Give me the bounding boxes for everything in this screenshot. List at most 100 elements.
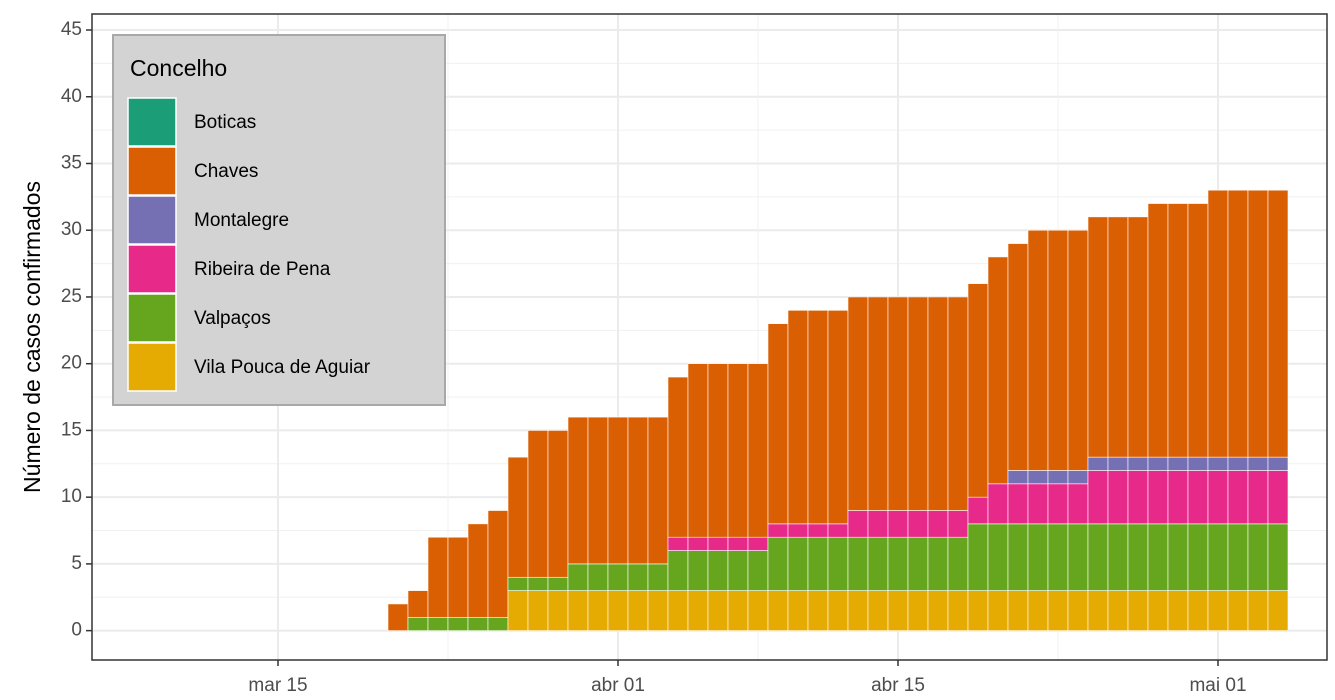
bar-segment — [647, 590, 669, 631]
bar-segment — [807, 536, 829, 591]
bar-segment — [1067, 523, 1089, 591]
bar-segment — [1267, 470, 1289, 525]
bar-segment — [587, 563, 609, 591]
legend-key — [127, 195, 177, 245]
bar-segment — [1007, 483, 1029, 525]
bar-segment — [967, 283, 989, 498]
bar-segment — [467, 616, 489, 631]
legend-key — [127, 342, 177, 392]
legend-key — [127, 293, 177, 343]
bar-segment — [847, 590, 869, 631]
bar-segment — [1147, 590, 1169, 631]
bar-segment — [707, 550, 729, 591]
y-axis-label: Número de casos confirmados — [19, 181, 45, 493]
bar-segment — [1127, 590, 1149, 631]
bar-segment — [947, 590, 969, 631]
x-tick-label: abr 01 — [591, 675, 645, 695]
bar-segment — [1207, 590, 1229, 631]
bar-segment — [687, 363, 709, 538]
bar-segment — [1127, 523, 1149, 591]
bar-segment — [947, 536, 969, 591]
bar-segment — [847, 536, 869, 591]
bar-segment — [887, 536, 909, 591]
bar-segment — [1047, 523, 1069, 591]
bar-segment — [1167, 590, 1189, 631]
bar-segment — [987, 590, 1009, 631]
bar-segment — [1087, 470, 1109, 525]
y-tick-label: 45 — [61, 19, 82, 40]
bar-segment — [567, 563, 589, 591]
bar-segment — [447, 536, 469, 618]
bar-segment — [667, 536, 689, 551]
y-tick-label: 15 — [61, 419, 82, 440]
bar-segment — [1007, 470, 1029, 485]
bar-segment — [827, 536, 849, 591]
bar-segment — [1147, 456, 1169, 471]
bar-segment — [1227, 456, 1249, 471]
bar-segment — [787, 523, 809, 538]
legend-key — [127, 146, 177, 196]
bar-segment — [1007, 243, 1029, 471]
bar-segment — [607, 590, 629, 631]
bar-segment — [747, 550, 769, 591]
bar-segment — [527, 576, 549, 591]
bar-segment — [827, 590, 849, 631]
bar-segment — [987, 523, 1009, 591]
bar-segment — [1167, 456, 1189, 471]
bar-segment — [867, 510, 889, 538]
bar-segment — [1107, 216, 1129, 458]
bar-segment — [1187, 470, 1209, 525]
bar-segment — [987, 256, 1009, 485]
bar-segment — [1027, 229, 1049, 471]
bar-segment — [547, 576, 569, 591]
bar-segment — [1267, 523, 1289, 591]
legend-label: Boticas — [194, 112, 256, 133]
bar-segment — [447, 616, 469, 631]
bar-segment — [607, 563, 629, 591]
bar-segment — [1207, 470, 1229, 525]
bar-segment — [1127, 470, 1149, 525]
bar-segment — [687, 550, 709, 591]
bar-segment — [1227, 523, 1249, 591]
bar-segment — [1067, 483, 1089, 525]
legend-label: Vila Pouca de Aguiar — [194, 357, 371, 378]
bar-segment — [1147, 523, 1169, 591]
bar-segment — [647, 416, 669, 565]
bar-segment — [1067, 590, 1089, 631]
bar-segment — [1187, 203, 1209, 458]
bar-segment — [527, 590, 549, 631]
bar-segment — [827, 523, 849, 538]
bar-segment — [927, 536, 949, 591]
bar-segment — [1087, 456, 1109, 471]
bar-segment — [867, 536, 889, 591]
bar-segment — [847, 296, 869, 511]
x-tick-label: mai 01 — [1189, 675, 1246, 695]
bar-segment — [867, 296, 889, 511]
bar-segment — [707, 536, 729, 551]
bar-segment — [1007, 523, 1029, 591]
y-tick-label: 30 — [61, 219, 82, 240]
bar-segment — [1207, 456, 1229, 471]
bar-segment — [587, 590, 609, 631]
legend-label: Valpaços — [194, 308, 271, 329]
bar-segment — [887, 296, 909, 511]
y-tick-label: 5 — [71, 553, 82, 574]
bar-segment — [1227, 590, 1249, 631]
bar-segment — [1107, 523, 1129, 591]
bar-segment — [1027, 590, 1049, 631]
bar-segment — [767, 590, 789, 631]
bar-segment — [627, 590, 649, 631]
bar-segment — [1027, 483, 1049, 525]
bar-segment — [727, 363, 749, 538]
legend: Concelho Boticas Chaves Montalegre Ribeira … — [112, 34, 446, 406]
bar-segment — [1187, 590, 1209, 631]
bar-segment — [1147, 470, 1169, 525]
x-tick-label: abr 15 — [871, 675, 925, 695]
bar-segment — [967, 590, 989, 631]
bar-segment — [1187, 456, 1209, 471]
bar-segment — [927, 590, 949, 631]
bar-segment — [507, 576, 529, 591]
bar-segment — [1147, 203, 1169, 458]
bar-segment — [687, 590, 709, 631]
bar-segment — [667, 590, 689, 631]
